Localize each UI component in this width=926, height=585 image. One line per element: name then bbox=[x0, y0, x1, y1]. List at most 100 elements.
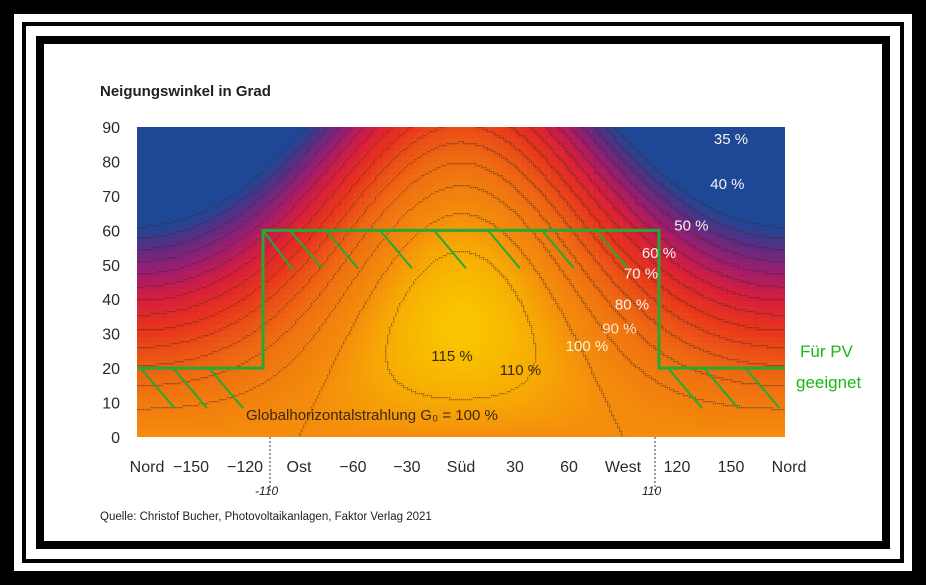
heat-cell bbox=[299, 307, 306, 314]
heat-cell bbox=[257, 217, 264, 224]
heat-cell bbox=[683, 433, 690, 437]
heat-cell bbox=[401, 247, 408, 254]
heat-cell bbox=[209, 433, 216, 437]
heat-cell bbox=[143, 367, 150, 374]
heat-cell bbox=[209, 145, 216, 152]
heat-cell bbox=[365, 145, 372, 152]
heat-cell bbox=[329, 151, 336, 158]
heat-cell bbox=[281, 301, 288, 308]
heat-cell bbox=[323, 349, 330, 356]
heat-cell bbox=[671, 139, 678, 146]
heat-cell bbox=[149, 433, 156, 437]
heat-cell bbox=[215, 127, 222, 134]
heat-cell bbox=[383, 145, 390, 152]
heat-cell bbox=[209, 265, 216, 272]
heat-cell bbox=[485, 295, 492, 302]
heat-cell bbox=[647, 301, 654, 308]
heat-cell bbox=[563, 169, 570, 176]
heat-cell bbox=[581, 199, 588, 206]
heat-cell bbox=[491, 415, 498, 422]
heat-cell bbox=[539, 217, 546, 224]
heat-cell bbox=[611, 289, 618, 296]
heat-cell bbox=[533, 247, 540, 254]
heat-cell bbox=[269, 337, 276, 344]
heat-cell bbox=[461, 127, 468, 134]
heat-cell bbox=[329, 241, 336, 248]
heat-cell bbox=[707, 145, 714, 152]
heat-cell bbox=[527, 217, 534, 224]
heat-cell bbox=[563, 127, 570, 134]
heat-cell bbox=[155, 169, 162, 176]
heat-cell bbox=[191, 277, 198, 284]
heat-cell bbox=[545, 151, 552, 158]
heat-cell bbox=[323, 181, 330, 188]
heat-cell bbox=[419, 349, 426, 356]
heat-cell bbox=[485, 319, 492, 326]
heat-cell bbox=[497, 289, 504, 296]
heat-cell bbox=[701, 151, 708, 158]
heat-cell bbox=[443, 295, 450, 302]
heat-cell bbox=[485, 397, 492, 404]
heat-cell bbox=[473, 295, 480, 302]
heat-cell bbox=[329, 331, 336, 338]
heat-cell bbox=[629, 349, 636, 356]
heat-cell bbox=[461, 169, 468, 176]
heat-cell bbox=[701, 139, 708, 146]
heat-cell bbox=[419, 313, 426, 320]
heat-cell bbox=[365, 409, 372, 416]
heat-cell bbox=[155, 229, 162, 236]
heat-cell bbox=[347, 247, 354, 254]
heat-cell bbox=[215, 145, 222, 152]
heat-cell bbox=[641, 271, 648, 278]
heat-cell bbox=[353, 187, 360, 194]
heat-cell bbox=[275, 427, 282, 434]
heat-cell bbox=[401, 415, 408, 422]
heat-cell bbox=[221, 277, 228, 284]
heat-cell bbox=[377, 283, 384, 290]
heat-cell bbox=[329, 259, 336, 266]
heat-cell bbox=[209, 355, 216, 362]
heat-cell bbox=[203, 325, 210, 332]
heat-cell bbox=[467, 199, 474, 206]
heat-cell bbox=[209, 397, 216, 404]
heat-cell bbox=[695, 427, 702, 434]
heat-cell bbox=[317, 139, 324, 146]
heat-cell bbox=[275, 301, 282, 308]
heat-cell bbox=[509, 127, 516, 134]
heat-cell bbox=[311, 265, 318, 272]
heat-cell bbox=[251, 205, 258, 212]
heat-cell bbox=[545, 301, 552, 308]
heat-cell bbox=[677, 175, 684, 182]
heat-cell bbox=[575, 139, 582, 146]
heat-cell bbox=[245, 433, 252, 437]
heat-cell bbox=[383, 385, 390, 392]
heat-cell bbox=[515, 433, 522, 437]
heat-cell bbox=[695, 151, 702, 158]
heat-cell bbox=[641, 151, 648, 158]
heat-cell bbox=[527, 163, 534, 170]
heat-cell bbox=[401, 391, 408, 398]
heat-cell bbox=[479, 355, 486, 362]
heat-cell bbox=[485, 247, 492, 254]
heat-cell bbox=[437, 379, 444, 386]
heat-cell bbox=[149, 403, 156, 410]
heat-cell bbox=[707, 301, 714, 308]
heat-cell bbox=[383, 289, 390, 296]
heat-cell bbox=[365, 385, 372, 392]
heat-cell bbox=[443, 409, 450, 416]
heat-cell bbox=[191, 373, 198, 380]
heat-cell bbox=[617, 169, 624, 176]
heat-cell bbox=[449, 415, 456, 422]
heat-cell bbox=[503, 325, 510, 332]
heat-cell bbox=[257, 157, 264, 164]
heat-cell bbox=[695, 169, 702, 176]
heat-cell bbox=[197, 367, 204, 374]
heat-cell bbox=[341, 175, 348, 182]
heat-cell bbox=[185, 307, 192, 314]
heat-cell bbox=[641, 187, 648, 194]
heat-cell bbox=[701, 223, 708, 230]
heat-cell bbox=[557, 313, 564, 320]
heat-cell bbox=[479, 241, 486, 248]
heat-cell bbox=[683, 415, 690, 422]
heat-cell bbox=[263, 421, 270, 428]
